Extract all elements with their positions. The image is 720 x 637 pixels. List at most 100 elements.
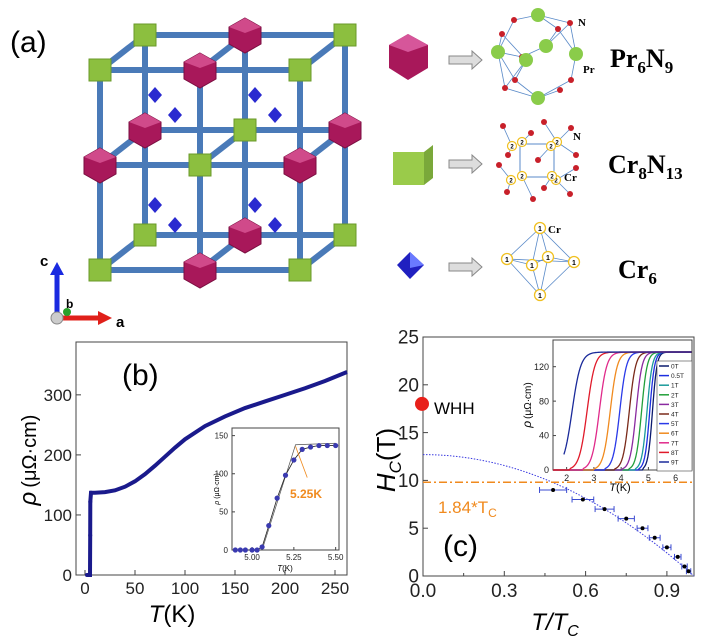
whh-fit-curve [422,454,695,577]
cr-site-number: 2 [520,175,524,181]
cr-site-number: 2 [550,175,554,181]
cr-atom-label: Cr [564,172,577,184]
pr6n9-cluster-diagram [491,8,583,105]
inset-data-point [307,444,314,450]
inset-x-tick-label: 3 [591,473,596,483]
inset-data-point [237,547,243,553]
cr-atom [541,250,555,264]
cr-atom [567,255,581,269]
inset-x-tick-label: 4 [619,473,624,483]
legend-label-0.5T: 0.5T [671,373,684,380]
panel-a-label: (a) [10,26,47,59]
legend-label-3T: 3T [671,402,679,409]
bond [539,227,575,263]
bond [506,258,541,296]
pr-atom [539,39,553,53]
legend-label-4T: 4T [671,412,679,419]
n-atom [530,196,536,202]
x-axis-label: T(K) [149,601,196,628]
n-atom [557,87,563,93]
inset-chart: 5.00 5.25 5.50 0 50 100 150 [215,427,344,562]
pr-atom [531,8,545,22]
cube-icon [288,258,312,282]
cr-atom [505,174,517,186]
octahedron-icon [148,197,162,213]
b-axis-label: b [66,297,73,311]
n-atom [499,31,505,37]
bond [539,261,575,296]
inset-legend: 0T 0.5T 1T 2T 3T 4T 5T 6T 7T 8T 9T [656,360,693,472]
x-tick-label: 0.3 [491,581,517,602]
x-tick-label: 100 [171,579,199,598]
inset-x-axis-label: T(K) [277,564,293,573]
tc-pointer [295,446,308,478]
cr-site-number: 2 [555,141,559,147]
n-atom [573,152,579,158]
cr-site-number: 1 [505,257,509,264]
cr6-cluster-diagram: 1 1 1 1 1 1 [500,221,581,302]
panel-c-critical-field-chart: 2 3 4 5 6 0 40 80 120 0T 0.5T 1T 2T 3T 4T 5T 6T 7T 8T 9T (c)… [371,328,695,637]
n-atom [555,26,561,32]
legend-label-8T: 8T [671,450,679,457]
data-point [88,573,92,577]
cr-atom [506,140,518,152]
inset-data-point [333,442,339,449]
inset-data-point [259,544,265,550]
inset-data-point [254,547,260,553]
inset-y-tick-label: 150 [215,431,229,440]
legend-label-9T: 9T [671,460,679,467]
data-point [624,516,629,521]
n-atom [511,17,517,23]
origin-icon [50,311,64,325]
whh-label: WHH [434,399,475,418]
legend-label-2T: 2T [671,392,679,399]
cr-atom [516,170,528,182]
cr-site-number: 1 [538,293,542,300]
x-tick-label: 200 [271,579,299,598]
cluster-row-cr6: 1 1 1 1 1 1 Cr Cr6 [397,221,657,302]
data-point [85,573,89,577]
icosahedron-facet [184,53,216,68]
n-atom [568,125,574,131]
right-arrow-icon [448,153,483,175]
inset-data-point [324,442,330,449]
x-axis-label: T/TC [531,609,579,637]
x-tick-label: 250 [321,579,349,598]
x-tick-label: 150 [221,579,249,598]
inset-data-point [274,495,280,501]
data-point [580,497,585,502]
legend-label-5T: 5T [671,421,679,428]
b-axis-icon [63,308,71,316]
inset-data-point [316,442,322,449]
inset-data-point [282,472,289,478]
bond [539,256,549,296]
right-arrow-icon [448,49,483,71]
n-atom [568,77,574,83]
y-tick-label: 0 [408,567,419,588]
cr-atom [533,288,547,302]
legend-label-1T: 1T [671,383,679,390]
cube-face [393,152,424,185]
inset-data-point [299,446,305,452]
bond [519,143,555,178]
cr-site-number: 2 [520,141,524,147]
inset-data-point [266,523,272,529]
y-tick-label: 100 [44,506,72,525]
crystal-lattice [83,17,362,289]
x-tick-label: 0.6 [572,581,598,602]
inset-data-point [249,547,255,553]
inset-y-tick-label: 100 [215,470,229,479]
panel-b-label: (b) [122,359,159,392]
y-axis-label: HC(T) [371,428,405,492]
cr-site-number: 2 [549,145,553,151]
a-axis-label: a [116,314,125,331]
axes-triad: c b a [40,253,125,331]
y-tick-label: 10 [398,471,419,492]
bond [531,227,541,266]
bond [506,258,575,263]
cube-icon [133,223,157,247]
cube-icon [233,118,257,142]
data-point [664,545,669,550]
n-atom [541,119,547,125]
